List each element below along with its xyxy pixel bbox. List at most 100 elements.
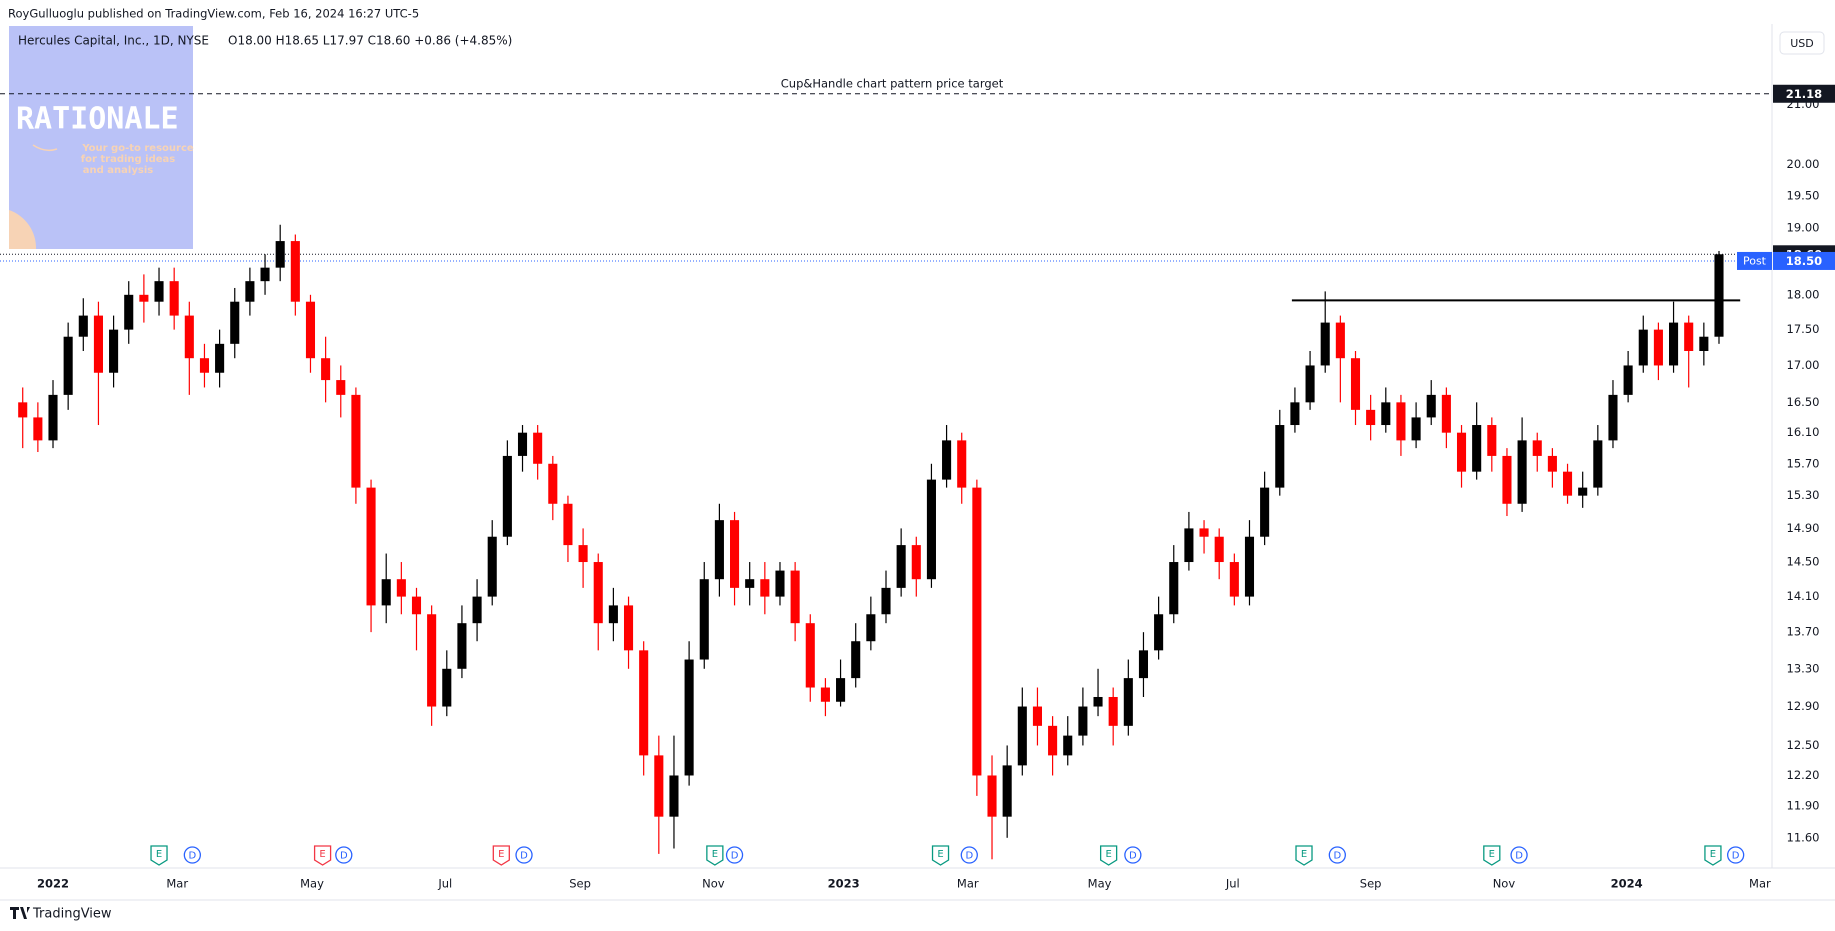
watermark: RATIONALE Your go-to resource for tradin… [9,26,194,249]
footer-logo: TradingView [10,907,112,922]
candle-body [623,605,634,651]
candle-body [1699,336,1709,352]
candle-body [290,241,300,302]
dividend-label: D [1129,851,1137,862]
dividend-label: D [1333,851,1341,862]
candle-body [427,614,437,707]
chart-title: Hercules Capital, Inc., 1D, NYSE [18,34,209,48]
dividend-badge [1727,846,1745,864]
candle-body [972,487,982,776]
candle-body [1472,425,1482,472]
price-badge-label: 18.50 [1786,254,1822,268]
candle-body [1502,455,1512,504]
price-target-label: Cup&Handle chart pattern price target [781,76,1004,90]
candle-body [1623,365,1633,395]
candle-body [1562,471,1573,496]
earnings-badge [1295,845,1313,866]
candle-body [760,579,770,597]
price-badge-label: 21.18 [1786,87,1822,101]
earnings-label: E [937,849,943,860]
candle-body [93,315,103,373]
dividend-icon: D [1124,846,1142,864]
footer-text: TradingView [32,907,112,922]
earnings-label: E [498,849,504,860]
candle-body [305,301,316,359]
dividend-icon: D [183,846,201,864]
candle-body [1260,487,1270,537]
y-tick-label: 17.00 [1787,358,1820,372]
candle-body [911,545,921,580]
y-tick-label: 12.50 [1787,738,1820,752]
earnings-badge [492,845,510,866]
candle-body [1608,394,1618,441]
earnings-label: E [1105,849,1111,860]
candle-body [124,294,134,330]
y-tick-label: 20.00 [1787,157,1820,171]
candle-body [442,668,452,707]
watermark-tagline: Your go-to resource [81,143,194,154]
candle-body [866,614,876,642]
candle-body [851,641,861,679]
earnings-icon: E [492,845,510,866]
earnings-badge [1099,845,1118,866]
post-tag [1737,251,1772,270]
x-tick-label: Mar [957,877,979,891]
candle-body [366,487,376,606]
candle-body [230,301,240,344]
earnings-label: E [712,849,718,860]
watermark-title: RATIONALE [16,102,179,137]
candle-body [820,687,830,702]
candle-body [1381,402,1391,426]
dividend-icon: D [335,846,353,864]
candle-body [139,294,149,302]
earnings-icon: E [150,845,168,866]
watermark-tagline: for trading ideas [81,154,176,165]
dividend-label: D [731,851,739,862]
dividend-label: D [188,851,196,862]
candle-body [745,579,755,588]
candle-body [1441,394,1451,433]
candle-body [1714,254,1724,337]
candle-body [1593,440,1603,488]
x-tick-label: Nov [702,877,725,891]
dividend-badge [515,846,533,864]
candle-body [1138,650,1149,679]
candle-body [790,570,800,624]
candle-body [1123,678,1133,726]
candle-body [836,678,846,702]
candle-body [336,380,346,395]
dividend-icon: D [960,846,978,864]
y-tick-label: 14.90 [1787,521,1820,535]
x-tick-label: Sep [1360,877,1382,891]
y-tick-label: 16.10 [1787,425,1820,439]
candle-body [63,336,73,395]
dividend-badge [960,846,978,864]
candle-body [245,281,255,302]
candle-body [33,417,43,441]
earnings-icon: E [1704,845,1722,866]
candle-body [1305,365,1315,403]
candle-body [502,455,512,537]
candle-body [1396,402,1406,441]
candle-body [1456,432,1467,472]
candle-body [1684,322,1694,352]
dividend-label: D [1515,851,1523,862]
candle-body [1335,322,1345,359]
candle-body [1032,706,1042,726]
currency-button[interactable] [1779,31,1825,55]
candle-body [881,587,891,615]
earnings-label: E [156,849,162,860]
watermark-arrow [32,144,58,152]
x-tick-label: May [300,877,324,891]
earnings-badge [1483,845,1501,866]
candle-body [957,440,967,488]
candle-body [896,545,906,588]
dividend-badge [1124,846,1142,864]
candle-body [1426,394,1436,418]
candle-body [154,281,164,302]
dividend-icon: D [1727,846,1745,864]
candle-body [654,755,664,817]
candle-body [1532,440,1542,456]
currency-label[interactable]: USD [1790,37,1814,50]
